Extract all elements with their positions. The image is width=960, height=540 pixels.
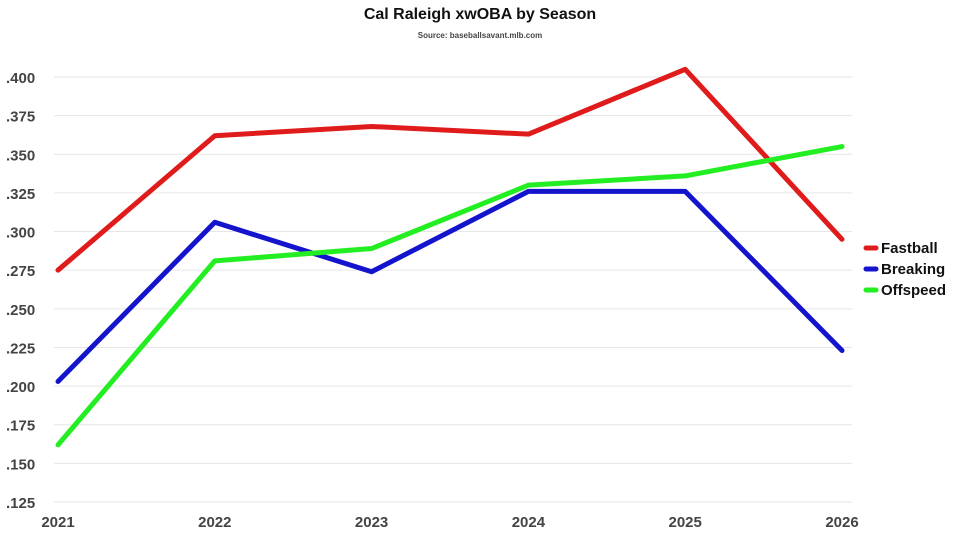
y-tick-label: .250 [6, 302, 35, 319]
y-tick-label: .300 [6, 225, 35, 242]
x-tick-label: 2021 [41, 514, 74, 531]
y-tick-label: .175 [6, 418, 35, 435]
x-tick-label: 2023 [355, 514, 388, 531]
series-line-fastball [55, 66, 845, 273]
series-line-breaking [55, 188, 845, 384]
series-line-offspeed [55, 144, 845, 448]
series-lines [55, 66, 845, 448]
x-tick-label: 2025 [669, 514, 702, 531]
gridlines [54, 76, 852, 503]
y-tick-label: .375 [6, 109, 35, 126]
chart-title: Cal Raleigh xwOBA by Season [363, 6, 597, 23]
x-tick-label: 2024 [512, 514, 546, 531]
x-tick-label: 2026 [825, 514, 858, 531]
legend-label-offspeed: Offspeed [881, 282, 946, 299]
y-axis-ticks: .400 .375 .350 .325 .300 .275 .250 .225 .200 .175… [6, 70, 35, 512]
legend-label-breaking: Breaking [881, 261, 945, 278]
y-tick-label: .150 [6, 456, 35, 473]
x-axis-ticks: 2021 2022 2023 2024 2025 2026 [41, 514, 858, 531]
x-tick-label: 2022 [198, 514, 231, 531]
legend-label-fastball: Fastball [881, 240, 938, 257]
legend: Fastball Breaking Offspeed [863, 240, 946, 299]
y-tick-label: .350 [6, 147, 35, 164]
y-tick-label: .200 [6, 379, 35, 396]
y-tick-label: .275 [6, 263, 35, 280]
y-tick-label: .325 [6, 186, 35, 203]
chart-subtitle: Source: baseballsavant.mlb.com [417, 31, 543, 40]
y-tick-label: .225 [6, 340, 35, 357]
y-tick-label: .125 [6, 495, 35, 512]
y-tick-label: .400 [6, 70, 35, 87]
